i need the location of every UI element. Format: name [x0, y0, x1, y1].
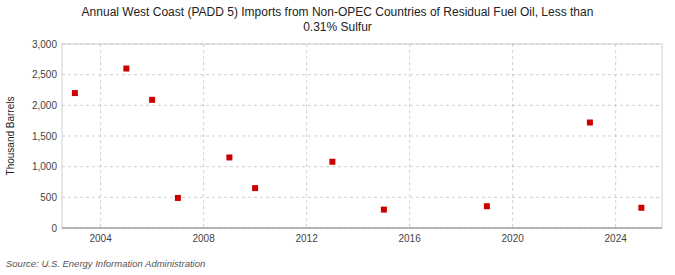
y-tick-label: 2,000: [32, 100, 57, 111]
x-axis-line: [62, 228, 662, 229]
x-tick-label: 2008: [193, 233, 216, 244]
page: {"chart_data": {"type": "scatter", "titl…: [0, 0, 675, 275]
x-grid-line: [615, 44, 616, 228]
y-grid-line: [62, 197, 662, 198]
point: [329, 159, 335, 165]
y-grid-line: [62, 228, 662, 229]
point: [587, 120, 593, 126]
x-grid-line: [100, 44, 101, 228]
y-tick-label: 500: [40, 192, 57, 203]
x-grid-line: [306, 44, 307, 228]
y-grid-line: [62, 105, 662, 106]
plot-frame: [62, 44, 662, 228]
y-grid-line: [62, 44, 662, 45]
point: [123, 66, 129, 72]
title: Annual West Coast (PADD 5) Imports from …: [82, 5, 594, 34]
y-tick-label: 1,500: [32, 131, 57, 142]
y-tick-label: 2,500: [32, 69, 57, 80]
y-tick-label: 0: [51, 223, 57, 234]
x-grid-line: [512, 44, 513, 228]
point: [149, 97, 155, 103]
y-grid-line: [62, 74, 662, 75]
chart-container: Annual West Coast (PADD 5) Imports from …: [0, 0, 675, 275]
point: [638, 205, 644, 211]
x-tick-label: 2004: [90, 233, 113, 244]
point: [226, 154, 232, 160]
y-grid-line: [62, 136, 662, 137]
chart-svg: Annual West Coast (PADD 5) Imports from …: [0, 0, 675, 275]
point: [381, 207, 387, 213]
x-tick-label: 2024: [605, 233, 628, 244]
title-line: 0.31% Sulfur: [303, 20, 372, 34]
point: [252, 185, 258, 191]
grid: [62, 44, 662, 228]
x-tick-label: 2020: [502, 233, 525, 244]
points: [72, 66, 645, 213]
y-grid-line: [62, 166, 662, 167]
point: [484, 203, 490, 209]
x-grid-line: [203, 44, 204, 228]
x-tick-label: 2012: [296, 233, 319, 244]
source: Source: U.S. Energy Information Administ…: [6, 258, 205, 269]
point: [175, 195, 181, 201]
y-tick-label: 3,000: [32, 39, 57, 50]
point: [72, 90, 78, 96]
y-axis-label: Thousand Barrels: [5, 97, 16, 176]
title-line: Annual West Coast (PADD 5) Imports from …: [82, 5, 594, 19]
x-grid-line: [409, 44, 410, 228]
x-tick-label: 2016: [399, 233, 422, 244]
y-tick-label: 1,000: [32, 161, 57, 172]
